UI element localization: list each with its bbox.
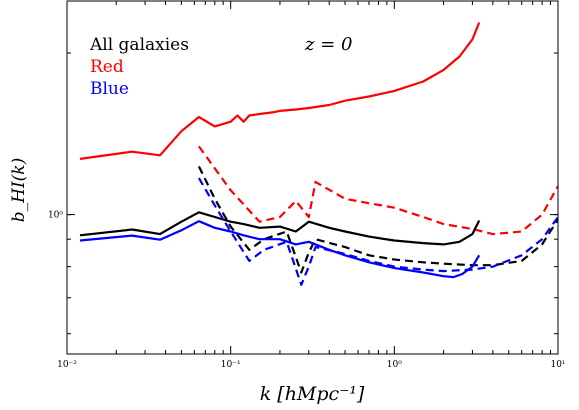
legend-all-galaxies: All galaxies xyxy=(89,35,189,55)
x-tick-label: 10⁰ xyxy=(387,360,402,370)
x-axis-label: k [hMpc⁻¹] xyxy=(260,383,365,405)
redshift-annotation: z = 0 xyxy=(304,34,352,55)
series-line-all-solid xyxy=(79,211,481,246)
y-axis-label: b_HI(k) xyxy=(9,158,29,223)
x-tick-label: 10⁻² xyxy=(57,360,77,370)
ticks-layer: 10⁻² 10⁻¹ 10⁰ 10¹ 10⁰ xyxy=(48,1,566,370)
series-line-red-solid xyxy=(79,22,481,160)
legend-blue: Blue xyxy=(90,79,129,99)
plot-frame xyxy=(66,0,559,355)
legend-red: Red xyxy=(90,57,124,77)
y-tick-label: 10⁰ xyxy=(48,211,63,221)
x-tick-label: 10⁻¹ xyxy=(221,360,241,370)
series-line-all-dashed xyxy=(197,165,558,274)
x-tick-label: 10¹ xyxy=(550,360,565,370)
series-layer xyxy=(79,22,558,286)
series-line-blue-dashed xyxy=(197,177,558,286)
series-line-blue-solid xyxy=(79,220,481,279)
series-line-red-dashed xyxy=(198,145,558,236)
